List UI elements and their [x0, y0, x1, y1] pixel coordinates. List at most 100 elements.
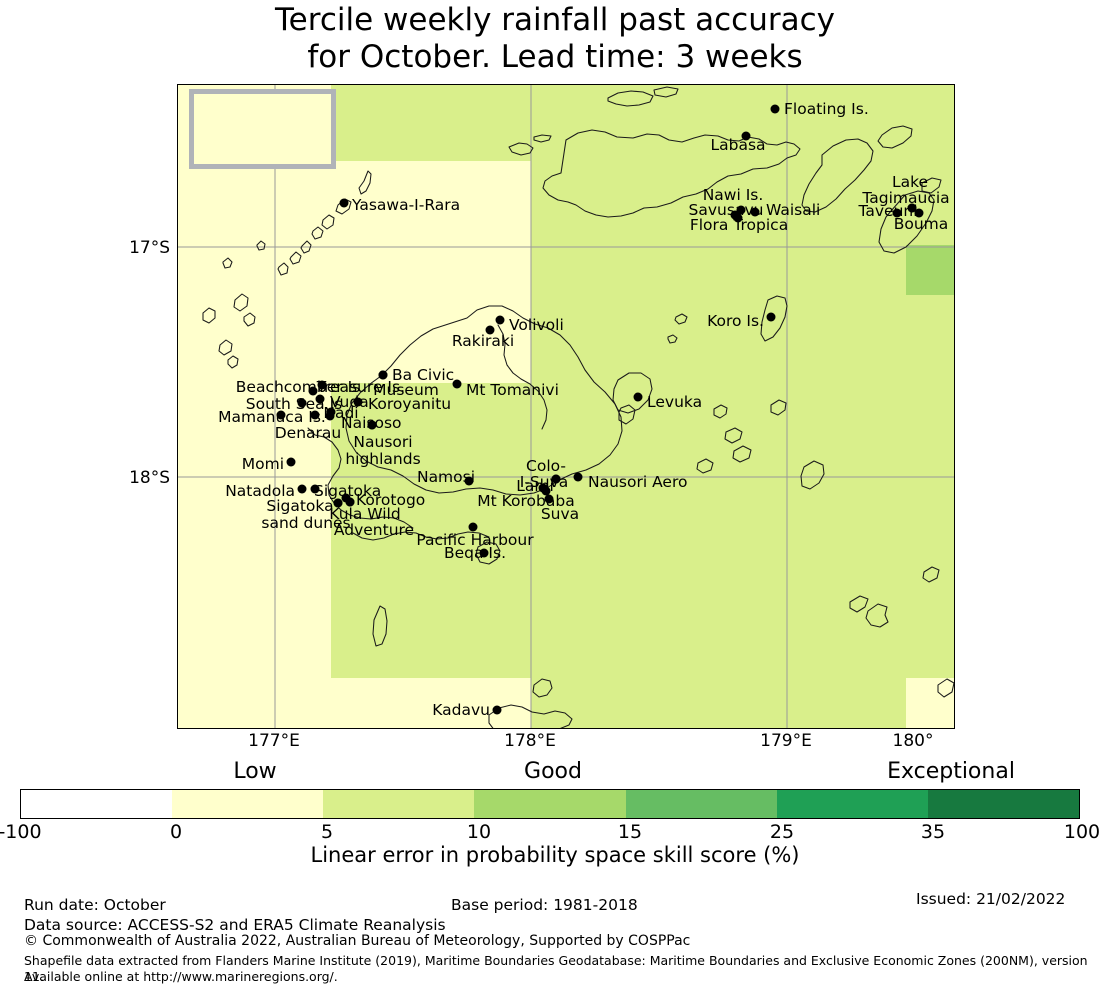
city-label: Labasa	[710, 136, 766, 154]
city-label: Mamanuca Is.	[218, 408, 326, 426]
city-marker	[464, 476, 474, 486]
city-label: Flora Tropica	[689, 216, 789, 234]
colorbar-segment-3	[474, 790, 626, 818]
city-label: Museum	[373, 381, 439, 399]
city-label: Ba Civic	[392, 366, 455, 384]
city-label: Sigatoka	[314, 482, 382, 500]
city-marker	[468, 522, 478, 532]
city-label: Koro Is.	[707, 312, 764, 330]
city-marker	[736, 205, 746, 215]
city-label: Kadavu	[432, 701, 490, 719]
cbar-tick-0: -100	[0, 821, 42, 843]
city-label: Sigatoka	[266, 497, 334, 515]
shapefile-note-line-2: Available online at http://www.marinereg…	[24, 969, 338, 984]
city-marker	[914, 208, 924, 218]
city-label: Suva	[540, 505, 580, 523]
city-marker	[733, 213, 743, 223]
cbar-tick-2: 5	[320, 821, 334, 843]
city-marker	[495, 315, 505, 325]
city-marker	[479, 548, 489, 558]
cbar-tick-7: 100	[1063, 821, 1101, 843]
city-label: Nausori	[353, 433, 413, 451]
city-label: Korotogo	[356, 491, 426, 509]
raster-cell	[178, 678, 531, 728]
city-marker	[325, 411, 335, 421]
cbar-tick-1: 0	[169, 821, 183, 843]
city-label: Rakiraki	[451, 332, 515, 350]
city-label: Nawi Is.	[702, 186, 764, 204]
city-marker	[892, 208, 902, 218]
cbar-category-exceptional: Exceptional	[887, 759, 1015, 784]
city-label: I-Suva	[519, 473, 569, 491]
city-marker	[741, 131, 751, 141]
city-marker	[315, 394, 325, 404]
copyright: © Commonwealth of Australia 2022, Austra…	[24, 933, 691, 949]
city-label: Taveuni	[858, 202, 918, 220]
city-marker	[452, 379, 462, 389]
city-label: Momi	[241, 455, 284, 473]
city-marker	[573, 472, 583, 482]
raster-cell	[331, 85, 954, 161]
city-label: Natadola	[225, 482, 295, 500]
city-marker	[310, 484, 320, 494]
city-label: Bouma	[893, 215, 949, 233]
y-tick-0: 17°S	[129, 238, 170, 258]
city-marker	[541, 486, 551, 496]
x-tick-2: 179°E	[760, 731, 812, 751]
city-marker	[766, 312, 776, 322]
title-line-1: Tercile weekly rainfall past accuracy	[275, 2, 835, 38]
city-marker	[770, 104, 780, 114]
raster-cell	[178, 383, 331, 678]
city-marker	[353, 397, 363, 407]
cbar-category-good: Good	[524, 759, 582, 784]
data-source: Data source: ACCESS-S2 and ERA5 Climate …	[24, 916, 446, 934]
city-marker	[276, 410, 286, 420]
x-tick-3: 180°	[892, 731, 934, 751]
city-label: sand dunes	[261, 514, 351, 532]
raster-cell	[906, 245, 954, 295]
city-label: Mt Korobaba	[477, 492, 575, 510]
city-label: highlands	[345, 450, 421, 468]
city-label: Treasure Is.	[316, 378, 405, 396]
city-label: Namosi	[416, 468, 476, 486]
colorbar-segment-6	[927, 790, 1079, 818]
city-label: Adventure	[333, 521, 415, 539]
raster-cell	[531, 161, 954, 383]
city-marker	[317, 380, 327, 390]
skill-score-raster	[178, 85, 954, 728]
city-label: Koroyanitu	[368, 395, 452, 413]
city-marker	[339, 198, 349, 208]
city-marker	[345, 497, 355, 507]
city-marker	[367, 420, 377, 430]
colorbar-segment-0	[21, 790, 173, 818]
raster-cell	[178, 161, 531, 383]
city-label: Tagimaucia	[862, 189, 950, 207]
city-label: Beqa Is.	[443, 544, 507, 562]
city-marker	[297, 484, 307, 494]
city-marker	[633, 392, 643, 402]
colorbar-segment-5	[776, 790, 928, 818]
city-marker	[907, 203, 917, 213]
rotuma-inset-box	[189, 89, 336, 169]
cbar-tick-3: 10	[466, 821, 492, 843]
city-marker	[308, 386, 318, 396]
city-marker	[551, 474, 561, 484]
city-marker	[333, 498, 343, 508]
city-label: Beachcomber Is	[235, 378, 361, 396]
city-label: Pacific Harbour	[416, 531, 534, 549]
city-marker	[492, 705, 502, 715]
shapefile-note-line-1: Shapefile data extracted from Flanders M…	[24, 953, 1088, 984]
city-label: Denarau	[274, 424, 342, 442]
city-label: Colo-	[526, 457, 566, 475]
city-marker	[378, 370, 388, 380]
x-tick-0: 177°E	[248, 731, 300, 751]
cbar-tick-5: 25	[769, 821, 795, 843]
page-title: Tercile weekly rainfall past accuracy fo…	[0, 2, 1110, 76]
raster-cell	[906, 678, 954, 728]
city-label: Lake	[891, 173, 929, 191]
city-label: Nausori Aero	[588, 473, 688, 491]
colorbar-segment-1	[172, 790, 324, 818]
title-line-2: for October. Lead time: 3 weeks	[307, 39, 803, 75]
